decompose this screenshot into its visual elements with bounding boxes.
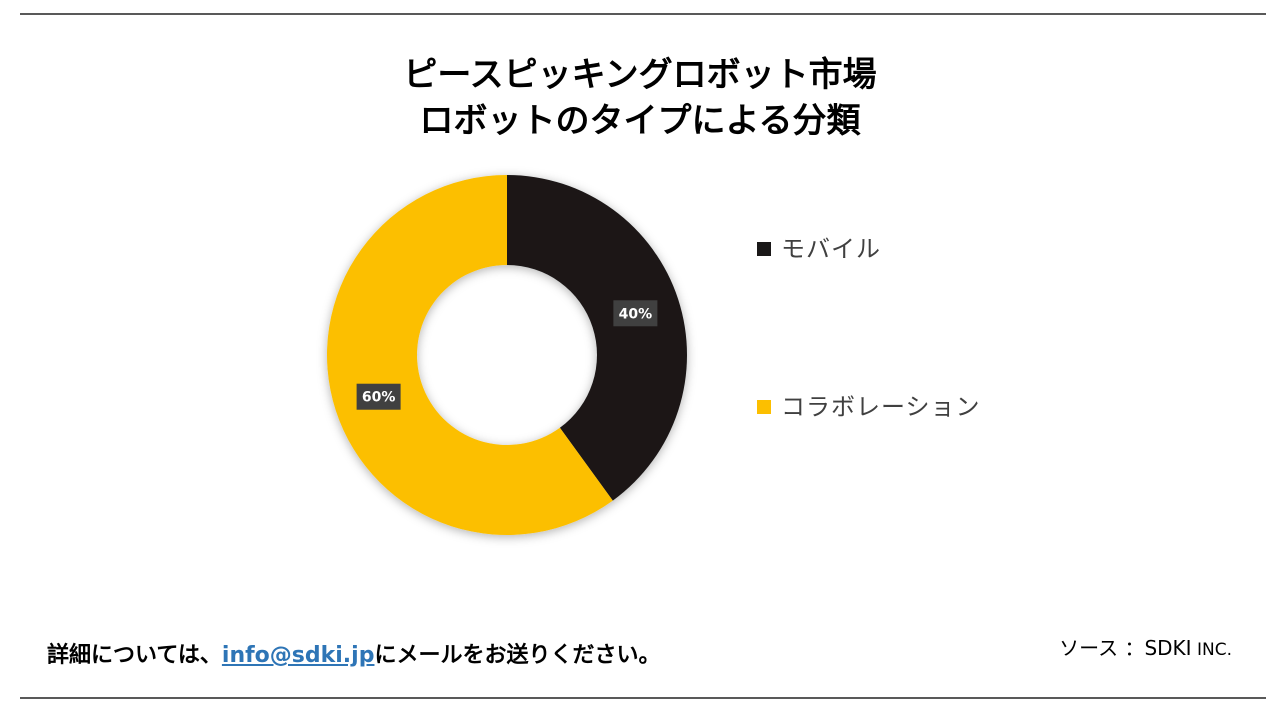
chart-legend: モバイル コラボレーション: [757, 230, 987, 426]
contact-note-suffix: にメールをお送りください。: [374, 643, 661, 668]
bottom-divider: [20, 697, 1266, 699]
chart-title: ピースピッキングロボット市場 ロボットのタイプによる分類: [0, 52, 1280, 144]
legend-label-collaboration: コラボレーション: [781, 393, 981, 421]
data-label-box-mobile: [613, 300, 658, 327]
chart-title-line-1: ピースピッキングロボット市場: [403, 55, 877, 95]
top-divider: [20, 13, 1266, 15]
legend-item-mobile: モバイル: [757, 230, 987, 268]
legend-swatch-collaboration: [757, 400, 771, 414]
contact-email-link[interactable]: info@sdki.jp: [221, 643, 375, 668]
data-label-mobile: 40%: [613, 300, 658, 327]
legend-label-mobile: モバイル: [781, 235, 881, 263]
legend-item-collaboration: コラボレーション: [757, 388, 987, 426]
contact-note: 詳細については、info@sdki.jpにメールをお送りください。: [47, 637, 660, 669]
chart-title-line-2: ロボットのタイプによる分類: [419, 101, 861, 141]
donut-chart: 40% 60%: [326, 175, 687, 535]
data-label-text-mobile: 40%: [619, 306, 653, 322]
source-suffix: INC.: [1191, 640, 1232, 660]
donut-slice-mobile: [507, 175, 687, 501]
data-label-text-collaboration: 60%: [362, 390, 396, 406]
data-label-collaboration: 60%: [356, 383, 401, 410]
data-label-box-collaboration: [356, 383, 401, 410]
legend-swatch-mobile: [757, 242, 771, 256]
donut-slice-collaboration: [326, 175, 613, 535]
source-label: ソース ：SDKI: [1059, 636, 1192, 660]
source-credit: ソース ：SDKI INC.: [1059, 632, 1232, 661]
contact-note-prefix: 詳細については、: [47, 643, 222, 668]
